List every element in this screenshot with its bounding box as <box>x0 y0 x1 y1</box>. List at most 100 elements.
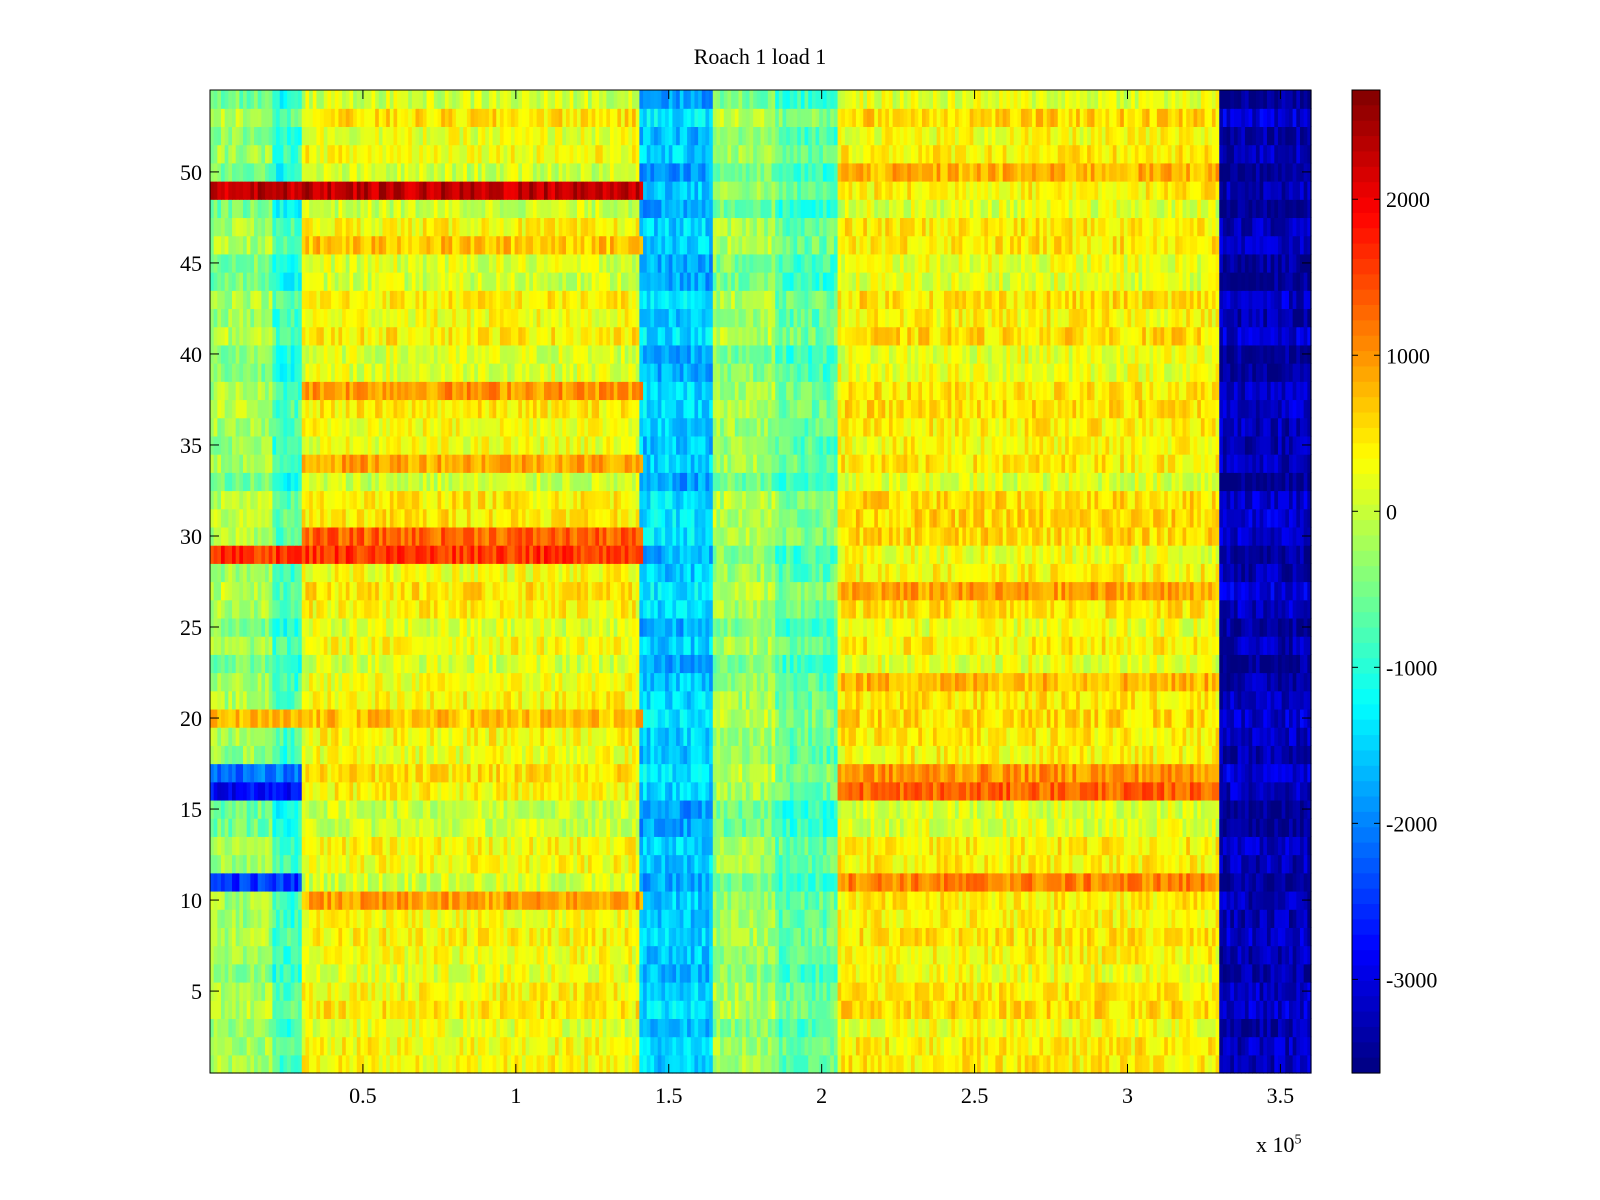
heatmap-cell <box>349 945 354 965</box>
heatmap-cell <box>254 818 259 837</box>
heatmap-cell <box>503 836 508 856</box>
heatmap-cell <box>499 763 505 783</box>
heatmap-cell <box>712 872 718 892</box>
heatmap-cell <box>635 836 640 856</box>
heatmap-cell <box>1255 1036 1261 1056</box>
heatmap-cell <box>210 1054 215 1074</box>
heatmap-cell <box>551 981 556 1001</box>
heatmap-cell <box>1006 909 1011 928</box>
heatmap-cell <box>1193 981 1198 1001</box>
heatmap-cell <box>764 763 769 783</box>
heatmap-cell <box>947 781 952 801</box>
heatmap-cell <box>756 981 762 1001</box>
heatmap-cell <box>613 1036 618 1056</box>
heatmap-cell <box>852 1054 857 1074</box>
heatmap-cell <box>591 836 596 856</box>
heatmap-cell <box>866 909 872 928</box>
heatmap-cell <box>1244 818 1250 837</box>
heatmap-cell <box>955 890 960 910</box>
heatmap-cell <box>1156 818 1162 837</box>
heatmap-cell <box>408 1018 413 1038</box>
heatmap-cell <box>1200 854 1206 874</box>
heatmap-cell <box>646 836 651 856</box>
heatmap-cell <box>826 1000 831 1019</box>
heatmap-cell <box>1200 909 1206 928</box>
heatmap-cell <box>452 836 457 856</box>
heatmap-cell <box>327 963 332 983</box>
heatmap-cell <box>400 890 406 910</box>
heatmap-cell <box>793 890 798 910</box>
heatmap-cell <box>778 927 784 947</box>
heatmap-cell <box>1090 872 1096 892</box>
heatmap-cell <box>756 927 762 947</box>
heatmap-cell <box>235 963 240 983</box>
heatmap-cell <box>837 1036 842 1056</box>
heatmap-cell <box>789 945 795 965</box>
heatmap-cell <box>224 981 229 1001</box>
heatmap-cell <box>811 945 817 965</box>
heatmap-cell <box>382 981 387 1001</box>
heatmap-cell <box>588 927 593 947</box>
heatmap-cell <box>573 1000 578 1019</box>
heatmap-cell <box>1200 1036 1206 1056</box>
heatmap-cell <box>951 1018 956 1038</box>
heatmap-cell <box>1160 836 1165 856</box>
heatmap-cell <box>771 872 776 892</box>
heatmap-cell <box>782 763 787 783</box>
heatmap-cell <box>430 1036 435 1056</box>
heatmap-cell <box>386 1018 391 1038</box>
heatmap-cell <box>518 818 523 837</box>
heatmap-cell <box>1175 854 1180 874</box>
heatmap-cell <box>580 1018 585 1038</box>
heatmap-cell <box>1255 945 1261 965</box>
heatmap-cell <box>643 981 648 1001</box>
heatmap-cell <box>521 890 527 910</box>
heatmap-cell <box>367 836 373 856</box>
heatmap-cell <box>1054 781 1059 801</box>
heatmap-cell <box>936 945 941 965</box>
heatmap-cell <box>628 890 633 910</box>
heatmap-cell <box>610 963 615 983</box>
heatmap-cell <box>962 1000 967 1019</box>
heatmap-cell <box>525 763 530 783</box>
heatmap-cell <box>1189 781 1195 801</box>
heatmap-cell <box>980 1054 985 1074</box>
heatmap-cell <box>1241 1054 1246 1074</box>
heatmap-cell <box>1134 1000 1140 1019</box>
heatmap-cell <box>580 1000 585 1019</box>
heatmap-cell <box>848 836 853 856</box>
heatmap-cell <box>932 872 938 892</box>
heatmap-cell <box>903 836 908 856</box>
heatmap-cell <box>217 1036 222 1056</box>
heatmap-cell <box>565 1000 571 1019</box>
heatmap-cell <box>232 890 237 910</box>
heatmap-cell <box>863 781 868 801</box>
heatmap-cell <box>382 890 387 910</box>
heatmap-cell <box>312 854 318 874</box>
heatmap-cell <box>353 909 358 928</box>
heatmap-cell <box>988 945 993 965</box>
heatmap-cell <box>1204 945 1209 965</box>
heatmap-cell <box>525 909 530 928</box>
heatmap-cell <box>577 1054 582 1074</box>
heatmap-cell <box>1032 872 1037 892</box>
heatmap-cell <box>1083 1036 1088 1056</box>
heatmap-cell <box>925 1036 930 1056</box>
heatmap-cell <box>1164 981 1169 1001</box>
heatmap-cell <box>811 1018 817 1038</box>
heatmap-cell <box>977 963 982 983</box>
heatmap-cell <box>1149 836 1154 856</box>
heatmap-cell <box>448 1000 453 1019</box>
heatmap-cell <box>1296 818 1301 837</box>
heatmap-cell <box>932 836 938 856</box>
heatmap-cell <box>316 1018 321 1038</box>
heatmap-cell <box>698 945 703 965</box>
heatmap-cell <box>888 872 894 892</box>
heatmap-cell <box>1057 945 1063 965</box>
heatmap-cell <box>679 836 685 856</box>
heatmap-cell <box>1120 799 1125 819</box>
heatmap-cell <box>595 1036 600 1056</box>
heatmap-cell <box>243 963 248 983</box>
heatmap-cell <box>716 1036 721 1056</box>
heatmap-cell <box>661 763 666 783</box>
